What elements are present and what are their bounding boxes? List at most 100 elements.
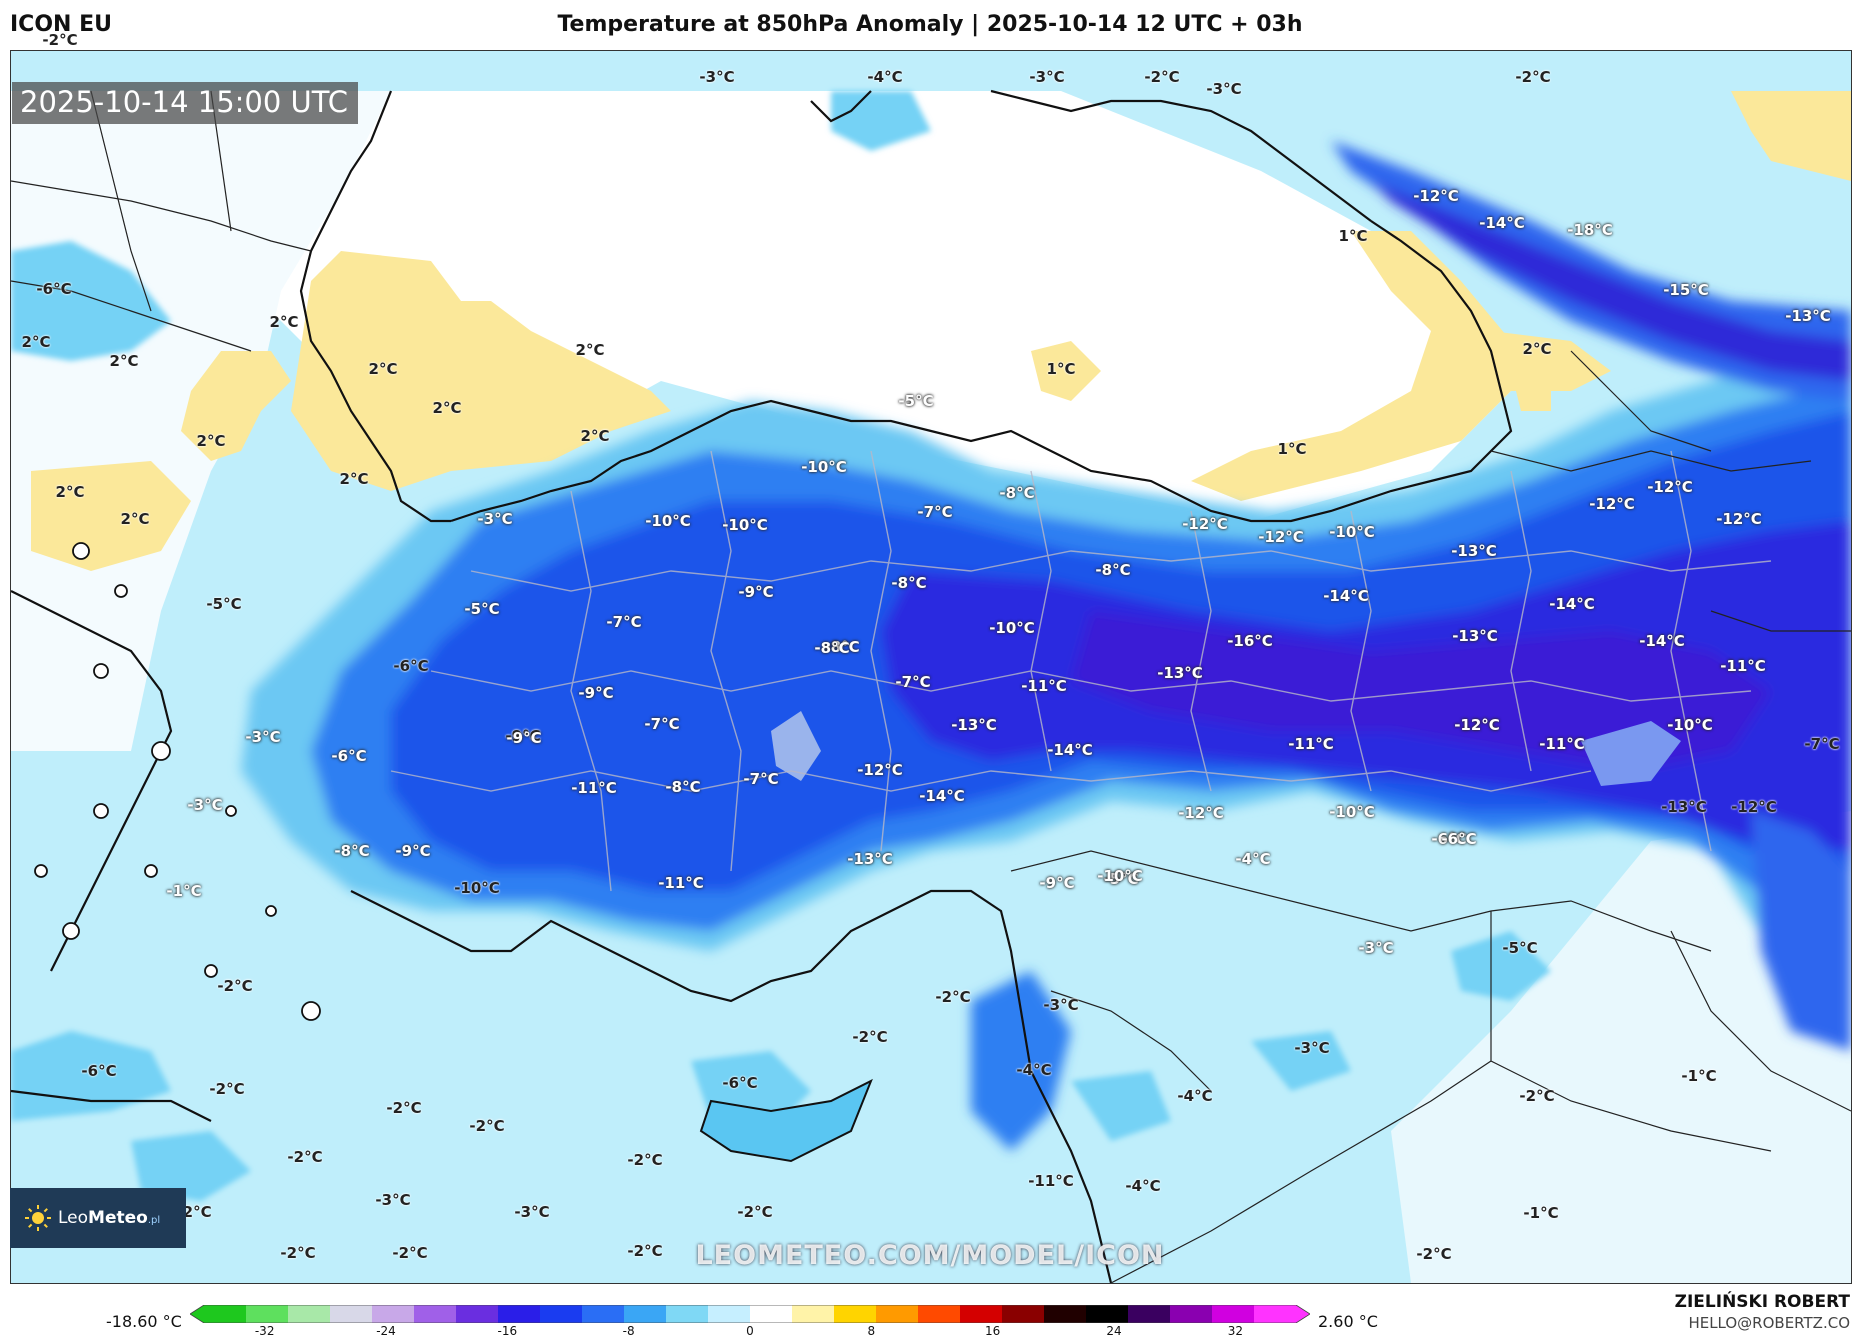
- temperature-label: -8°C: [999, 484, 1035, 502]
- cool-patches: [11, 91, 1551, 1201]
- temperature-label: -2°C: [852, 1028, 888, 1046]
- colorbar-swatch: [918, 1305, 961, 1323]
- temperature-label: -6°C: [36, 280, 72, 298]
- logo-text: LeoMeteo.pl: [58, 1208, 160, 1228]
- temperature-label: -10°C: [1329, 523, 1375, 541]
- temperature-label: -2°C: [1416, 1245, 1452, 1263]
- colorbar-swatch: [498, 1305, 541, 1323]
- valid-time-stamp: 2025-10-14 15:00 UTC: [12, 82, 359, 124]
- temperature-label: -2°C: [42, 31, 78, 49]
- temperature-label: 2°C: [55, 483, 85, 501]
- temperature-label: -13°C: [1451, 542, 1497, 560]
- colorbar-tick: -8: [622, 1324, 635, 1338]
- temperature-label: -6°C: [1441, 830, 1477, 848]
- temperature-label: -11°C: [571, 779, 617, 797]
- colorbar-swatch: [1128, 1305, 1171, 1323]
- temperature-label: -3°C: [477, 510, 513, 528]
- temperature-label: -13°C: [1785, 307, 1831, 325]
- temperature-label: -6°C: [722, 1074, 758, 1092]
- temperature-label: 2°C: [269, 313, 299, 331]
- colorbar-swatch: [1002, 1305, 1045, 1323]
- temperature-label: -2°C: [1144, 68, 1180, 86]
- temperature-label: -14°C: [1323, 587, 1369, 605]
- colorbar-tick: -24: [376, 1324, 396, 1338]
- temperature-label: 1°C: [1338, 227, 1368, 245]
- temperature-label: -2°C: [287, 1148, 323, 1166]
- temperature-label: -5°C: [1502, 939, 1538, 957]
- lake-van: [1581, 721, 1681, 786]
- colorbar-tick: 32: [1227, 1324, 1243, 1338]
- temperature-label: -8°C: [1095, 561, 1131, 579]
- temperature-label: -2°C: [627, 1242, 663, 1260]
- logo-tld: .pl: [147, 1215, 161, 1226]
- temperature-label: -8°C: [824, 638, 860, 656]
- colorbar-max-arrow: [1296, 1305, 1310, 1323]
- temperature-label: -15°C: [1663, 281, 1709, 299]
- temperature-label: -4°C: [1177, 1087, 1213, 1105]
- author-email: HELLO@ROBERTZ.CO: [1688, 1314, 1850, 1332]
- temperature-label: -2°C: [737, 1203, 773, 1221]
- temperature-label: -5°C: [898, 392, 934, 410]
- temperature-label: -3°C: [1358, 939, 1394, 957]
- temperature-label: -5°C: [1103, 870, 1139, 888]
- temperature-label: -10°C: [1097, 867, 1143, 885]
- temperature-label: 2°C: [109, 352, 139, 370]
- cold-anomaly-body: [241, 141, 1851, 1151]
- temperature-label: -13°C: [847, 850, 893, 868]
- temperature-label: -1°C: [1523, 1204, 1559, 1222]
- temperature-label: 2°C: [575, 341, 605, 359]
- temperature-label: -9°C: [395, 842, 431, 860]
- temperature-label: -6°C: [81, 1062, 117, 1080]
- temperature-label: -1°C: [1681, 1067, 1717, 1085]
- province-borders: [390, 450, 1772, 892]
- temperature-label: -14°C: [1639, 632, 1685, 650]
- leometeo-logo[interactable]: LeoMeteo.pl: [10, 1188, 186, 1248]
- colorbar-min-label: -18.60 °C: [106, 1312, 182, 1331]
- temperature-label: -5°C: [206, 595, 242, 613]
- lake-tuz: [771, 711, 821, 781]
- temperature-label: -12°C: [1647, 478, 1693, 496]
- colorbar-swatch: [624, 1305, 667, 1323]
- temperature-label: -7°C: [644, 715, 680, 733]
- colorbar-swatch: [372, 1305, 415, 1323]
- temperature-label: -3°C: [187, 796, 223, 814]
- temperature-label: -12°C: [1731, 798, 1777, 816]
- temperature-label: -10°C: [722, 516, 768, 534]
- temperature-label: -4°C: [1125, 1177, 1161, 1195]
- temperature-label: -3°C: [514, 1203, 550, 1221]
- temperature-label: -10°C: [645, 512, 691, 530]
- colorbar-swatch: [456, 1305, 499, 1323]
- temperature-label: -2°C: [386, 1099, 422, 1117]
- temperature-label: -13°C: [951, 716, 997, 734]
- temperature-label: -3°C: [245, 728, 281, 746]
- aegean-islands: [34, 542, 321, 1021]
- temperature-label: -6°C: [393, 657, 429, 675]
- temperature-label: -12°C: [1589, 495, 1635, 513]
- temperature-label: -7°C: [606, 613, 642, 631]
- temperature-label: -14°C: [919, 787, 965, 805]
- map-panel[interactable]: [10, 50, 1852, 1284]
- temperature-label: -2°C: [627, 1151, 663, 1169]
- temperature-label: -3°C: [1206, 80, 1242, 98]
- model-name: ICON EU: [10, 12, 112, 37]
- colorbar-swatch: [1170, 1305, 1213, 1323]
- temperature-label: -12°C: [1454, 716, 1500, 734]
- colorbar-scale: [190, 1305, 1310, 1323]
- colorbar-swatch: [414, 1305, 457, 1323]
- temperature-label: -14°C: [1047, 741, 1093, 759]
- temperature-label: -2°C: [392, 1244, 428, 1262]
- header: ICON EU Temperature at 850hPa Anomaly | …: [0, 0, 1860, 50]
- colorbar-swatch: [750, 1305, 793, 1323]
- colorbar-swatch: [834, 1305, 877, 1323]
- temperature-label: -9°C: [1039, 874, 1075, 892]
- temperature-label: -12°C: [1413, 187, 1459, 205]
- temperature-label: -12°C: [1258, 528, 1304, 546]
- temperature-label: -3°C: [1029, 68, 1065, 86]
- colorbar-swatch: [876, 1305, 919, 1323]
- temperature-label: -7°C: [895, 673, 931, 691]
- temperature-label: -9°C: [505, 727, 541, 745]
- colorbar-tick: 0: [746, 1324, 754, 1338]
- colorbar-swatch: [1086, 1305, 1129, 1323]
- temperature-label: -9°C: [738, 583, 774, 601]
- temperature-label: -2°C: [1519, 1087, 1555, 1105]
